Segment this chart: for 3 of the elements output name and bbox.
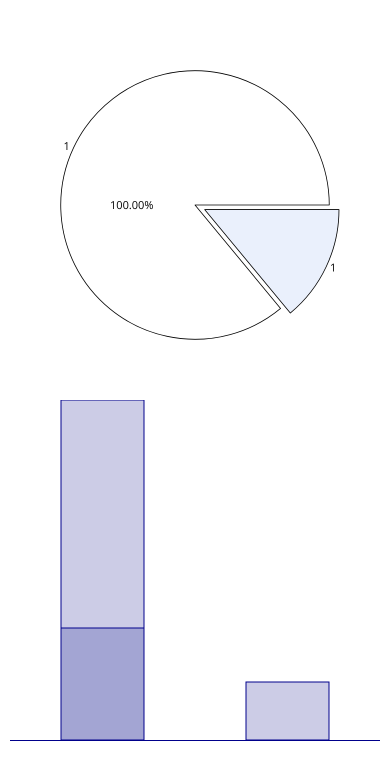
slice-label: 1 xyxy=(330,260,336,276)
text: 100.00% xyxy=(110,198,154,213)
slice-label: 1 xyxy=(63,138,70,154)
